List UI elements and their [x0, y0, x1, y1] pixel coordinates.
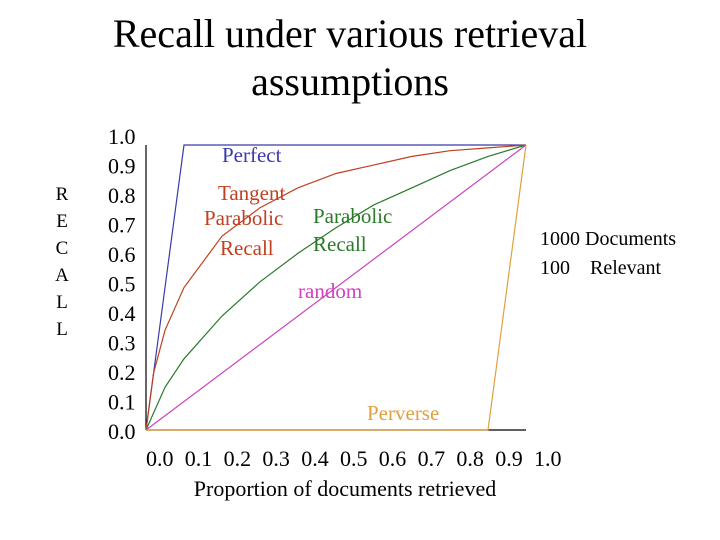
y-tick-label: 0.4: [108, 301, 136, 326]
title-line-1: Recall under various retrieval: [112, 11, 588, 56]
y-axis-label-letter: L: [56, 292, 68, 313]
x-tick-label: 0.9: [495, 446, 523, 471]
x-axis-label: Proportion of documents retrieved: [194, 476, 496, 501]
x-tick-label: 0.5: [340, 446, 368, 471]
slide-title: Recall under various retrieval assumptio…: [0, 10, 700, 106]
y-tick-label: 0.1: [108, 390, 136, 415]
y-tick-label: 0.7: [108, 213, 136, 238]
x-tick-label: 0.6: [379, 446, 407, 471]
y-tick-label: 0.5: [108, 272, 136, 297]
y-axis-label-letter: C: [56, 238, 69, 259]
y-tick-label: 0.3: [108, 331, 136, 356]
y-tick-label: 0.9: [108, 154, 136, 179]
y-tick-label: 0.0: [108, 419, 136, 444]
series-line-perfect: [145, 144, 526, 431]
y-axis-label-letter: L: [56, 319, 68, 340]
series-line-tangent-parabolic-recall: [145, 144, 527, 431]
annotation-perfect: Perfect: [222, 143, 282, 167]
series-line-parabolic-recall: [145, 144, 527, 431]
side-note-relevant: 100 Relevant: [540, 257, 662, 279]
y-tick-label: 1.0: [108, 124, 136, 149]
y-axis-label-letter: A: [55, 265, 69, 286]
annotation-random: random: [298, 279, 362, 303]
x-tick-label: 0.3: [262, 446, 290, 471]
title-line-2: assumptions: [251, 59, 449, 104]
x-tick-label: 0.2: [224, 446, 252, 471]
x-tick-label: 0.1: [185, 446, 213, 471]
x-tick-label: 0.0: [146, 446, 174, 471]
y-tick-label: 0.6: [108, 242, 136, 267]
side-note-documents: 1000 Documents: [540, 228, 676, 250]
series-line-perverse: [146, 144, 527, 431]
x-tick-label: 0.4: [301, 446, 329, 471]
x-tick-label: 0.7: [418, 446, 446, 471]
x-tick-label: 0.8: [456, 446, 484, 471]
series-lines: [145, 144, 527, 431]
x-tick-label: 1.0: [534, 446, 562, 471]
y-axis-label-letter: R: [56, 184, 69, 205]
annotation-parabolic-line-1: Parabolic: [313, 204, 392, 228]
y-tick-label: 0.8: [108, 183, 136, 208]
annotation-tangent-line-1: Tangent: [218, 181, 286, 205]
y-axis-ticks: 1.0 0.9 0.8 0.7 0.6 0.5 0.4 0.3 0.2 0.1 0.0: [108, 124, 136, 444]
series-line-random: [145, 144, 527, 431]
annotation-parabolic-line-2: Recall: [313, 232, 367, 256]
x-axis-ticks: 0.0 0.1 0.2 0.3 0.4 0.5 0.6 0.7 0.8 0.9 1.0: [146, 446, 562, 471]
annotation-perverse: Perverse: [367, 401, 439, 425]
y-tick-label: 0.2: [108, 360, 136, 385]
annotation-tangent-line-3: Recall: [220, 236, 274, 260]
y-axis-label-letter: E: [56, 211, 68, 232]
annotation-tangent-line-2: Parabolic: [204, 206, 283, 230]
